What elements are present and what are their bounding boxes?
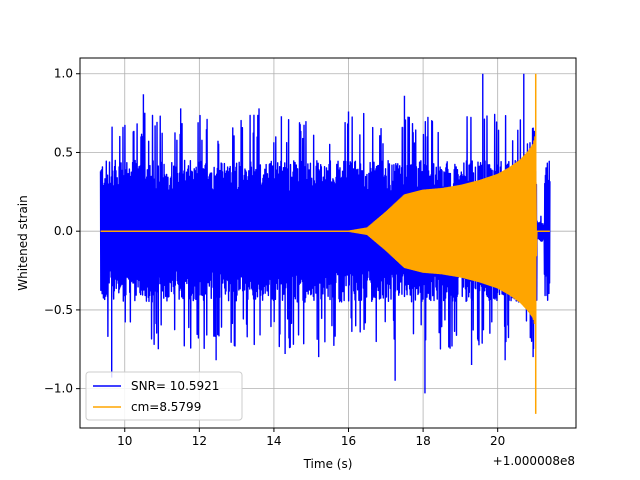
legend-label-snr: SNR= 10.5921 — [131, 379, 219, 393]
x-tick-label: 12 — [192, 434, 207, 448]
legend-box — [85, 371, 243, 421]
y-axis-label: Whitened strain — [16, 195, 30, 291]
legend-label-cm: cm=8.5799 — [131, 400, 201, 414]
y-tick-label: 1.0 — [54, 67, 73, 81]
x-tick-label: 16 — [341, 434, 356, 448]
plot-frame — [79, 57, 577, 429]
y-axis: −1.0 −0.5 0.0 0.5 1.0 — [44, 67, 80, 396]
x-tick-label: 10 — [117, 434, 132, 448]
y-tick-label: 0.0 — [54, 224, 73, 238]
series-layer — [99, 73, 551, 414]
y-tick-label: 0.5 — [54, 145, 73, 159]
x-axis-label: Time (s) — [303, 457, 353, 471]
series-cm-line — [100, 73, 550, 414]
x-tick-label: 14 — [266, 434, 281, 448]
y-tick-label: −1.0 — [44, 382, 73, 396]
series-snr-line — [99, 73, 551, 394]
x-axis-offset-label: +1.000008e8 — [493, 454, 575, 468]
legend: SNR= 10.5921 cm=8.5799 — [85, 371, 243, 421]
x-tick-label: 20 — [490, 434, 505, 448]
y-tick-label: −0.5 — [44, 303, 73, 317]
x-tick-label: 18 — [415, 434, 430, 448]
x-axis: 10 12 14 16 18 20 — [117, 428, 505, 448]
